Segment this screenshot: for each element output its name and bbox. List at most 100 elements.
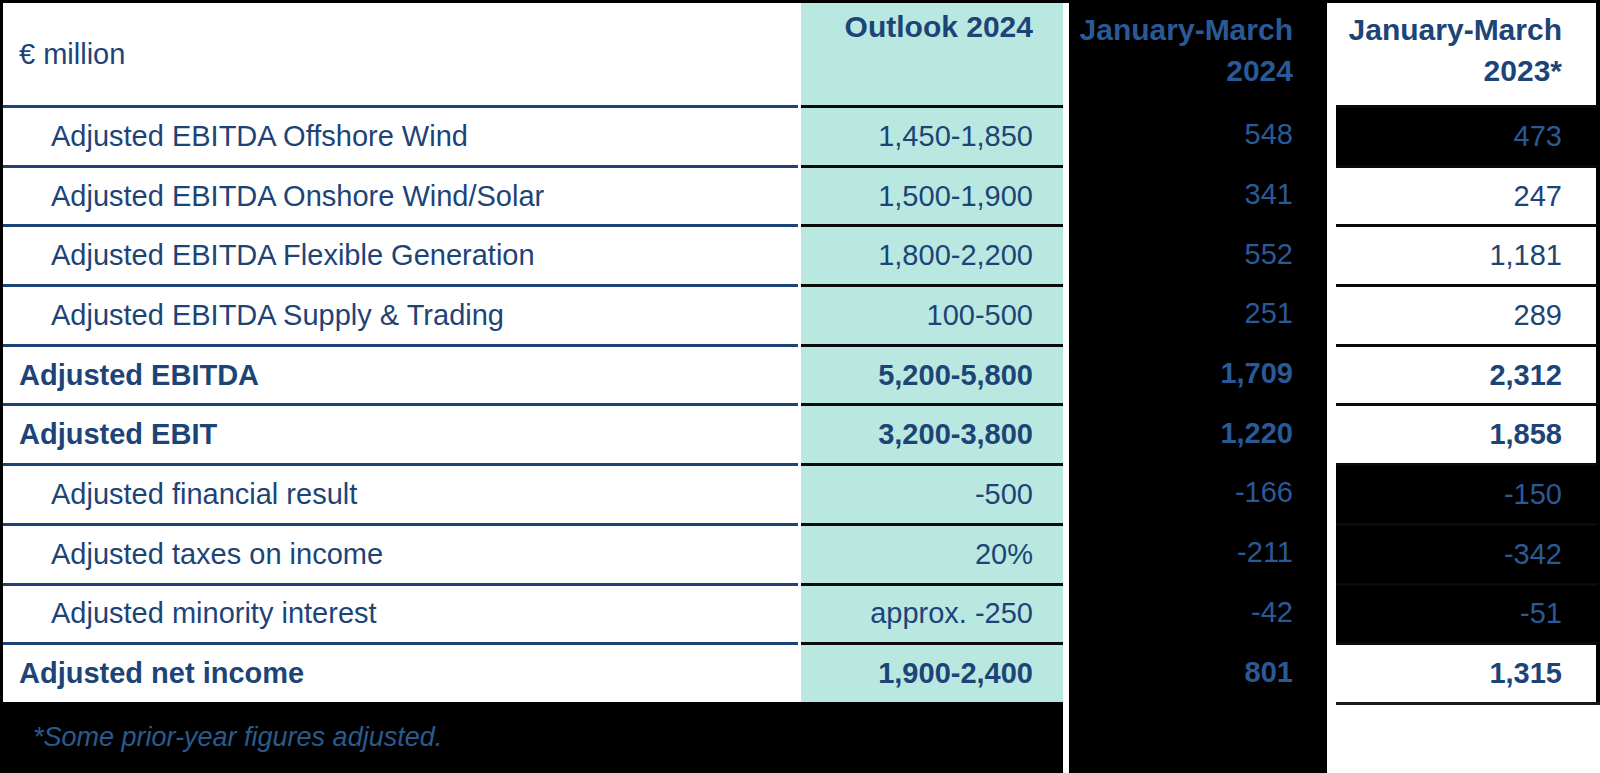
jan-mar-2024-value: 1,220: [1220, 417, 1293, 450]
jan-mar-2024-value: 251: [1245, 297, 1293, 330]
table-row: Adjusted EBITDA Supply & Trading 100-500…: [3, 284, 1600, 344]
row-label-cell: Adjusted EBITDA Offshore Wind: [3, 105, 798, 165]
column-gap: [1327, 224, 1336, 284]
table-row: Adjusted EBITDA 5,200-5,800 1,709 2,312: [3, 344, 1600, 404]
row-label: Adjusted EBITDA Flexible Generation: [51, 239, 535, 272]
jan-mar-2024-value-cell: 1,220: [1069, 403, 1327, 463]
unit-label-cell: € million: [3, 3, 798, 105]
row-label-cell: Adjusted minority interest: [3, 583, 798, 643]
financial-table: € million Outlook 2024 January-March 202…: [0, 0, 1600, 773]
row-label: Adjusted financial result: [51, 478, 357, 511]
jan-mar-2023-value: 289: [1514, 299, 1562, 332]
row-label: Adjusted EBITDA: [19, 359, 259, 392]
jan-mar-2023-value-cell: 2,312: [1336, 344, 1600, 404]
outlook-value-cell: 100-500: [801, 284, 1063, 344]
row-label: Adjusted EBITDA Onshore Wind/Solar: [51, 180, 544, 213]
jan-mar-2024-value: 341: [1245, 178, 1293, 211]
row-label-cell: Adjusted EBITDA Flexible Generation: [3, 224, 798, 284]
table-footer-row: *Some prior-year figures adjusted.: [3, 702, 1600, 773]
column-gap: [1327, 642, 1336, 702]
outlook-value: 1,900-2,400: [878, 657, 1033, 690]
outlook-value: -500: [975, 478, 1033, 511]
jan-mar-2023-value: 2,312: [1489, 359, 1562, 392]
column-gap: [1327, 702, 1336, 773]
jan-mar-2024-value: 552: [1245, 238, 1293, 271]
table-row: Adjusted minority interest approx. -250 …: [3, 583, 1600, 643]
footnote-cell: *Some prior-year figures adjusted.: [3, 702, 1063, 773]
footer-2024-block: [1069, 702, 1327, 773]
jan-mar-2024-value: 1,709: [1220, 357, 1293, 390]
column-gap: [1327, 3, 1336, 105]
unit-label: € million: [19, 38, 125, 71]
row-label: Adjusted EBITDA Supply & Trading: [51, 299, 504, 332]
jan-mar-2024-value-cell: 548: [1069, 105, 1327, 165]
column-gap: [1327, 344, 1336, 404]
outlook-value-cell: 1,500-1,900: [801, 165, 1063, 225]
row-label: Adjusted net income: [19, 657, 304, 690]
col-header-outlook-2024: Outlook 2024: [801, 3, 1063, 105]
jan-mar-2023-value-cell: 1,315: [1336, 642, 1600, 702]
outlook-value: 1,450-1,850: [878, 120, 1033, 153]
row-label-cell: Adjusted EBITDA: [3, 344, 798, 404]
table-row: Adjusted EBITDA Flexible Generation 1,80…: [3, 224, 1600, 284]
row-label-cell: Adjusted taxes on income: [3, 523, 798, 583]
jan-mar-2023-value-cell: -51: [1336, 583, 1600, 643]
jan-mar-2023-value-cell: -342: [1336, 523, 1600, 583]
jan-mar-2023-value: -51: [1520, 597, 1562, 630]
row-label-cell: Adjusted EBITDA Onshore Wind/Solar: [3, 165, 798, 225]
jan-mar-2023-value-cell: 1,858: [1336, 403, 1600, 463]
outlook-value-cell: 1,800-2,200: [801, 224, 1063, 284]
table-row: Adjusted taxes on income 20% -211 -342: [3, 523, 1600, 583]
row-label-cell: Adjusted EBITDA Supply & Trading: [3, 284, 798, 344]
table-row: Adjusted EBITDA Offshore Wind 1,450-1,85…: [3, 105, 1600, 165]
jan-mar-2024-value-cell: 1,709: [1069, 344, 1327, 404]
outlook-value-cell: 20%: [801, 523, 1063, 583]
column-gap: [1327, 284, 1336, 344]
jan-mar-2024-value-cell: 552: [1069, 224, 1327, 284]
jan-mar-2024-value: 801: [1245, 656, 1293, 689]
outlook-value: 3,200-3,800: [878, 418, 1033, 451]
outlook-value: 1,500-1,900: [878, 180, 1033, 213]
table-row: Adjusted EBITDA Onshore Wind/Solar 1,500…: [3, 165, 1600, 225]
outlook-value-cell: 1,900-2,400: [801, 642, 1063, 702]
footer-2023-block: [1336, 702, 1600, 773]
jan-mar-2023-value: 247: [1514, 180, 1562, 213]
jan-mar-2024-value: -166: [1235, 476, 1293, 509]
table-row: Adjusted net income 1,900-2,400 801 1,31…: [3, 642, 1600, 702]
table-header-row: € million Outlook 2024 January-March 202…: [3, 3, 1600, 105]
outlook-value-cell: approx. -250: [801, 583, 1063, 643]
row-label: Adjusted taxes on income: [51, 538, 383, 571]
jan-mar-2023-value-cell: 289: [1336, 284, 1600, 344]
jan-mar-2023-value: 473: [1514, 120, 1562, 153]
table-row: Adjusted financial result -500 -166 -150: [3, 463, 1600, 523]
column-gap: [1327, 403, 1336, 463]
table-row: Adjusted EBIT 3,200-3,800 1,220 1,858: [3, 403, 1600, 463]
row-label: Adjusted EBIT: [19, 418, 217, 451]
row-label-cell: Adjusted net income: [3, 642, 798, 702]
outlook-value-cell: 5,200-5,800: [801, 344, 1063, 404]
column-gap: [1327, 105, 1336, 165]
jan-mar-2023-value-cell: -150: [1336, 463, 1600, 523]
jan-mar-2023-value: 1,315: [1489, 657, 1562, 690]
jan-mar-2024-value-cell: 251: [1069, 284, 1327, 344]
jan-mar-2024-value: 548: [1245, 118, 1293, 151]
outlook-value: 20%: [975, 538, 1033, 571]
jan-mar-2023-value: -150: [1504, 478, 1562, 511]
column-gap: [1327, 523, 1336, 583]
col-header-outlook-2024-label: Outlook 2024: [845, 10, 1033, 44]
jan-mar-2023-value-cell: 247: [1336, 165, 1600, 225]
col-header-jan-mar-2023: January-March 2023*: [1336, 3, 1600, 105]
row-label: Adjusted minority interest: [51, 597, 377, 630]
jan-mar-2023-value: 1,858: [1489, 418, 1562, 451]
row-label-cell: Adjusted EBIT: [3, 403, 798, 463]
jan-mar-2024-value-cell: 801: [1069, 642, 1327, 702]
outlook-value-cell: -500: [801, 463, 1063, 523]
jan-mar-2023-value: 1,181: [1489, 239, 1562, 272]
column-gap: [1327, 463, 1336, 523]
footnote: *Some prior-year figures adjusted.: [33, 722, 442, 753]
jan-mar-2023-value-cell: 473: [1336, 105, 1600, 165]
row-label-cell: Adjusted financial result: [3, 463, 798, 523]
column-gap: [1327, 165, 1336, 225]
jan-mar-2023-value-cell: 1,181: [1336, 224, 1600, 284]
outlook-value: 1,800-2,200: [878, 239, 1033, 272]
